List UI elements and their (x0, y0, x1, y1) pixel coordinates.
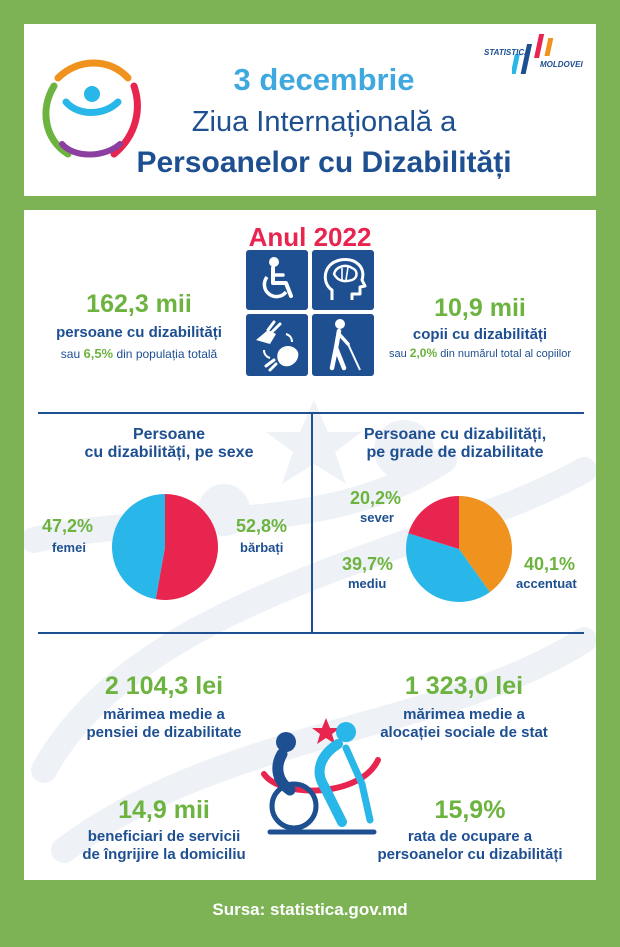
employment-value: 15,9% (434, 796, 506, 824)
disability-day-logo-icon (42, 59, 141, 158)
sex-pie-chart (111, 494, 218, 600)
pension-label-line2: pensiei de dizabilitate (86, 724, 242, 741)
brain-icon (323, 258, 367, 300)
persons-percent: 6,5% (83, 346, 114, 361)
beneficiaries-label-line1: beneficiari de servicii (87, 828, 241, 845)
people-figure-icon (261, 718, 381, 835)
mediu-label: mediu (348, 576, 387, 591)
allowance-label-line1: mărimea medie a (403, 706, 525, 723)
logo-text-bottom: MOLDOVEI (540, 60, 583, 69)
employment-label-line1: rata de ocupare a (407, 828, 533, 845)
event-title-line2: Persoanelor cu Dizabilități (136, 146, 512, 179)
pension-label-line1: mărimea medie a (103, 706, 225, 723)
pie-slice-accentuat (459, 496, 512, 593)
female-percent: 47,2% (42, 516, 94, 536)
sex-section-title-line1: Persoane (132, 426, 206, 443)
source-footer: Sursa: statistica.gov.md (212, 900, 408, 919)
children-note: sau 2,0% din numărul total al copiilor (388, 346, 572, 360)
header-card: 3 decembrie Ziua Internațională a Persoa… (24, 24, 596, 196)
logo-text-top: STATISTICA (484, 48, 530, 57)
main-card: Anul 2022 (24, 210, 596, 880)
disability-icons-grid (246, 250, 374, 376)
female-label: femei (52, 540, 86, 555)
employment-label-line2: persoanelor cu dizabilități (377, 846, 563, 863)
year-title: Anul 2022 (248, 222, 372, 252)
male-percent: 52,8% (236, 516, 288, 536)
sever-label: sever (360, 510, 394, 525)
divider-bottom (38, 632, 584, 634)
statistica-moldovei-logo: STATISTICA MOLDOVEI (482, 30, 592, 78)
beneficiaries-label-line2: de îngrijire la domiciliu (82, 846, 246, 863)
event-date: 3 decembrie (233, 62, 415, 97)
male-label: bărbați (240, 540, 284, 555)
wheelchair-icon (262, 257, 293, 299)
children-percent: 2,0% (409, 346, 438, 360)
divider-top (38, 412, 584, 414)
beneficiaries-value: 14,9 mii (118, 796, 210, 824)
allowance-label-line2: alocației sociale de stat (380, 724, 548, 741)
children-count: 10,9 mii (434, 294, 526, 322)
persons-count: 162,3 mii (86, 290, 192, 318)
persons-note: sau 6,5% din populația totală (60, 346, 218, 361)
allowance-value: 1 323,0 lei (404, 672, 524, 700)
persons-label: persoane cu dizabilități (56, 324, 222, 341)
divider-vertical (311, 414, 313, 634)
statistica-bars-icon (512, 34, 554, 74)
accentuat-percent: 40,1% (524, 554, 576, 574)
blind-person-icon (329, 319, 361, 371)
sex-section-title-line2: cu dizabilități, pe sexe (84, 444, 254, 461)
children-label: copii cu dizabilități (412, 326, 548, 343)
grade-section-title-line1: Persoane cu dizabilități, (363, 426, 547, 443)
sever-percent: 20,2% (350, 488, 402, 508)
pension-value: 2 104,3 lei (104, 672, 224, 700)
pie-slice-male (155, 494, 218, 600)
pie-slice-female (111, 494, 165, 600)
event-title-line1: Ziua Internațională a (191, 106, 457, 138)
grade-section-title-line2: pe grade de dizabilitate (366, 444, 544, 461)
grade-pie-chart (406, 496, 512, 602)
accentuat-label: accentuat (516, 576, 577, 591)
pie-slice-sever (408, 496, 459, 549)
mediu-percent: 39,7% (342, 554, 394, 574)
pie-slice-mediu (406, 533, 490, 602)
sign-language-icon (256, 320, 299, 372)
